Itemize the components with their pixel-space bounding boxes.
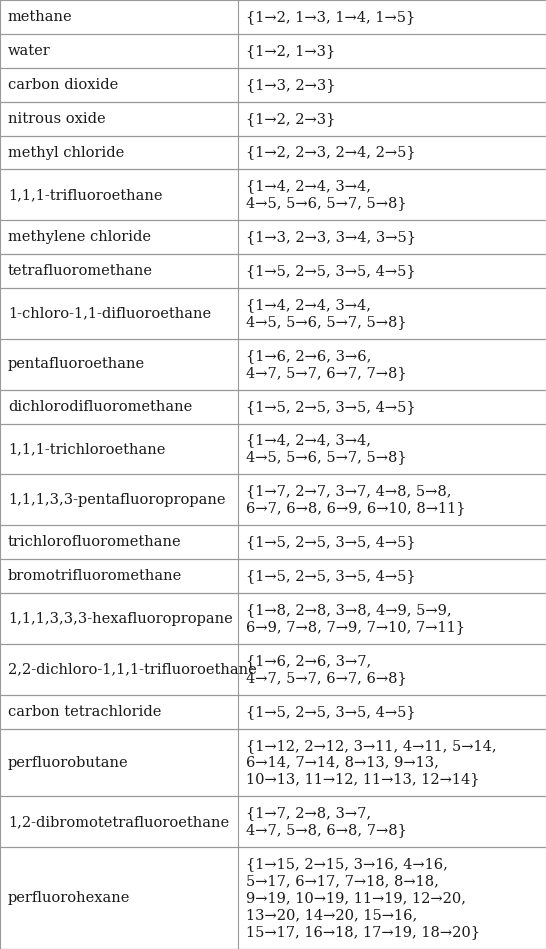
Text: 1-chloro-1,1-difluoroethane: 1-chloro-1,1-difluoroethane <box>8 307 211 321</box>
Text: bromotrifluoromethane: bromotrifluoromethane <box>8 569 182 584</box>
Text: methane: methane <box>8 9 73 24</box>
Text: water: water <box>8 44 51 58</box>
Text: {1→2, 2→3}: {1→2, 2→3} <box>246 112 335 125</box>
Text: 5→17, 6→17, 7→18, 8→18,: 5→17, 6→17, 7→18, 8→18, <box>246 874 438 888</box>
Text: pentafluoroethane: pentafluoroethane <box>8 358 145 371</box>
Text: 15→17, 16→18, 17→19, 18→20}: 15→17, 16→18, 17→19, 18→20} <box>246 925 479 940</box>
Text: 4→5, 5→6, 5→7, 5→8}: 4→5, 5→6, 5→7, 5→8} <box>246 196 406 211</box>
Text: tetrafluoromethane: tetrafluoromethane <box>8 264 153 278</box>
Text: {1→8, 2→8, 3→8, 4→9, 5→9,: {1→8, 2→8, 3→8, 4→9, 5→9, <box>246 603 451 617</box>
Text: 2,2-dichloro-1,1,1-trifluoroethane: 2,2-dichloro-1,1,1-trifluoroethane <box>8 662 257 677</box>
Text: methylene chloride: methylene chloride <box>8 231 151 244</box>
Text: {1→6, 2→6, 3→6,: {1→6, 2→6, 3→6, <box>246 349 371 363</box>
Text: 6→7, 6→8, 6→9, 6→10, 8→11}: 6→7, 6→8, 6→9, 6→10, 8→11} <box>246 501 465 515</box>
Text: {1→3, 2→3}: {1→3, 2→3} <box>246 78 335 92</box>
Text: 4→7, 5→8, 6→8, 7→8}: 4→7, 5→8, 6→8, 7→8} <box>246 824 406 837</box>
Text: {1→6, 2→6, 3→7,: {1→6, 2→6, 3→7, <box>246 654 371 668</box>
Text: {1→2, 1→3, 1→4, 1→5}: {1→2, 1→3, 1→4, 1→5} <box>246 9 415 24</box>
Text: {1→15, 2→15, 3→16, 4→16,: {1→15, 2→15, 3→16, 4→16, <box>246 857 447 871</box>
Text: 1,1,1,3,3,3-hexafluoropropane: 1,1,1,3,3,3-hexafluoropropane <box>8 611 233 625</box>
Text: 1,2-dibromotetrafluoroethane: 1,2-dibromotetrafluoroethane <box>8 815 229 828</box>
Text: {1→5, 2→5, 3→5, 4→5}: {1→5, 2→5, 3→5, 4→5} <box>246 705 415 718</box>
Text: 13→20, 14→20, 15→16,: 13→20, 14→20, 15→16, <box>246 908 417 922</box>
Text: nitrous oxide: nitrous oxide <box>8 112 105 125</box>
Text: {1→5, 2→5, 3→5, 4→5}: {1→5, 2→5, 3→5, 4→5} <box>246 400 415 414</box>
Text: 4→7, 5→7, 6→7, 6→8}: 4→7, 5→7, 6→7, 6→8} <box>246 671 406 685</box>
Text: perfluorohexane: perfluorohexane <box>8 891 130 905</box>
Text: 1,1,1,3,3-pentafluoropropane: 1,1,1,3,3-pentafluoropropane <box>8 493 225 507</box>
Text: {1→3, 2→3, 3→4, 3→5}: {1→3, 2→3, 3→4, 3→5} <box>246 231 416 244</box>
Text: carbon dioxide: carbon dioxide <box>8 78 118 92</box>
Text: 9→19, 10→19, 11→19, 12→20,: 9→19, 10→19, 11→19, 12→20, <box>246 891 466 905</box>
Text: {1→7, 2→7, 3→7, 4→8, 5→8,: {1→7, 2→7, 3→7, 4→8, 5→8, <box>246 484 451 498</box>
Text: 4→5, 5→6, 5→7, 5→8}: 4→5, 5→6, 5→7, 5→8} <box>246 451 406 465</box>
Text: {1→2, 1→3}: {1→2, 1→3} <box>246 44 335 58</box>
Text: 6→9, 7→8, 7→9, 7→10, 7→11}: 6→9, 7→8, 7→9, 7→10, 7→11} <box>246 620 465 634</box>
Text: methyl chloride: methyl chloride <box>8 145 124 159</box>
Text: {1→7, 2→8, 3→7,: {1→7, 2→8, 3→7, <box>246 807 371 821</box>
Text: 4→7, 5→7, 6→7, 7→8}: 4→7, 5→7, 6→7, 7→8} <box>246 365 406 380</box>
Text: perfluorobutane: perfluorobutane <box>8 755 129 770</box>
Text: 4→5, 5→6, 5→7, 5→8}: 4→5, 5→6, 5→7, 5→8} <box>246 315 406 329</box>
Text: {1→12, 2→12, 3→11, 4→11, 5→14,: {1→12, 2→12, 3→11, 4→11, 5→14, <box>246 738 496 753</box>
Text: carbon tetrachloride: carbon tetrachloride <box>8 705 162 718</box>
Text: {1→4, 2→4, 3→4,: {1→4, 2→4, 3→4, <box>246 298 371 312</box>
Text: {1→5, 2→5, 3→5, 4→5}: {1→5, 2→5, 3→5, 4→5} <box>246 264 415 278</box>
Text: 6→14, 7→14, 8→13, 9→13,: 6→14, 7→14, 8→13, 9→13, <box>246 755 438 770</box>
Text: {1→2, 2→3, 2→4, 2→5}: {1→2, 2→3, 2→4, 2→5} <box>246 145 415 159</box>
Text: {1→5, 2→5, 3→5, 4→5}: {1→5, 2→5, 3→5, 4→5} <box>246 569 415 584</box>
Text: 1,1,1-trichloroethane: 1,1,1-trichloroethane <box>8 442 165 456</box>
Text: 10→13, 11→12, 11→13, 12→14}: 10→13, 11→12, 11→13, 12→14} <box>246 772 479 787</box>
Text: {1→4, 2→4, 3→4,: {1→4, 2→4, 3→4, <box>246 179 371 194</box>
Text: {1→5, 2→5, 3→5, 4→5}: {1→5, 2→5, 3→5, 4→5} <box>246 535 415 549</box>
Text: dichlorodifluoromethane: dichlorodifluoromethane <box>8 400 192 414</box>
Text: 1,1,1-trifluoroethane: 1,1,1-trifluoroethane <box>8 188 163 202</box>
Text: trichlorofluoromethane: trichlorofluoromethane <box>8 535 182 549</box>
Text: {1→4, 2→4, 3→4,: {1→4, 2→4, 3→4, <box>246 434 371 448</box>
